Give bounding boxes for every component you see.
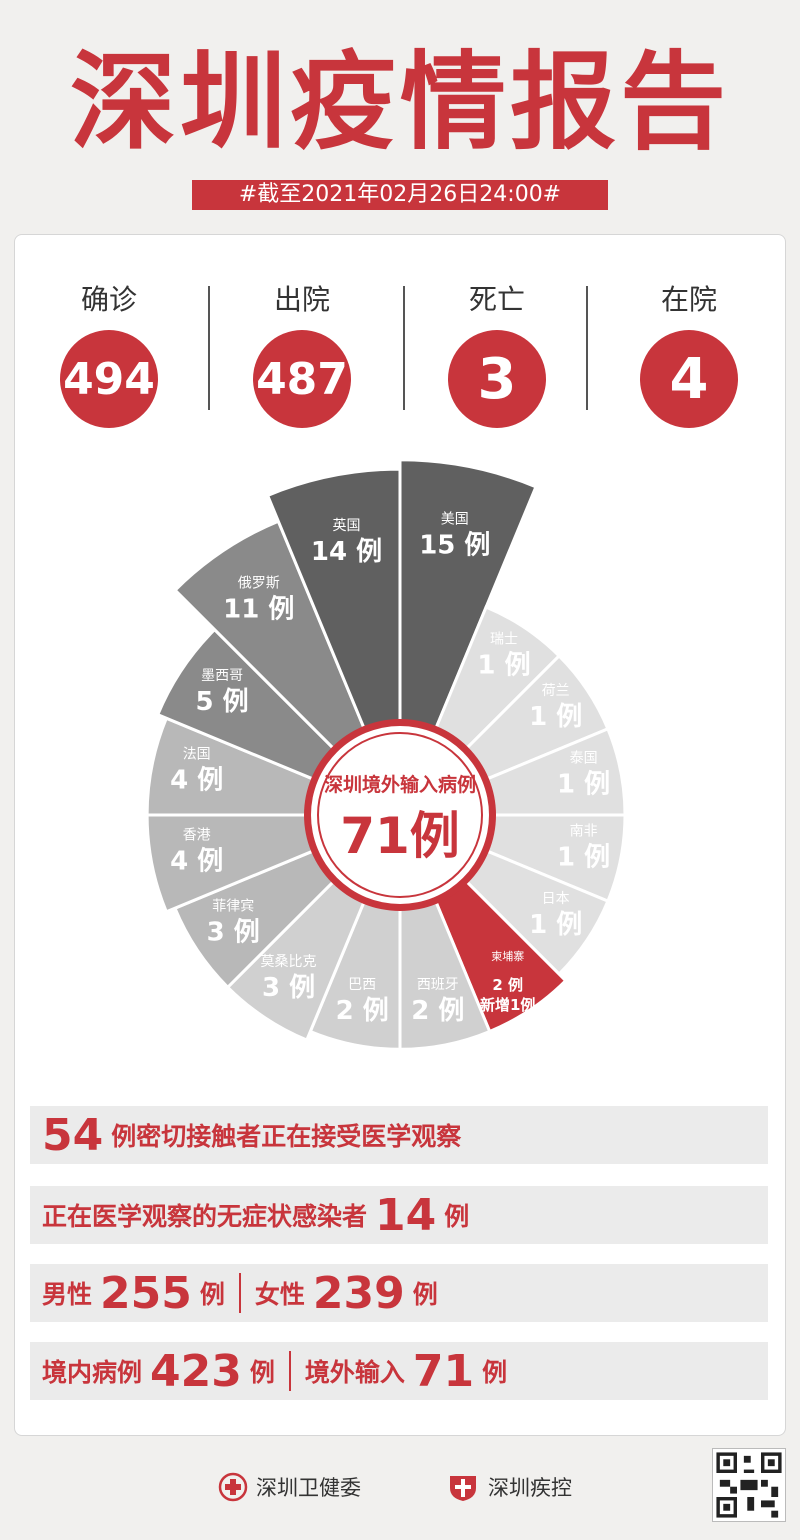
asymptomatic-text: 正在医学观察的无症状感染者: [42, 1202, 368, 1231]
import-unit: 例: [482, 1358, 508, 1387]
stat-divider: [208, 286, 210, 410]
slice-value: 4 例: [170, 766, 223, 796]
stat-value: 494: [60, 330, 158, 428]
stat-divider: [586, 286, 588, 410]
slice-value: 1 例: [477, 650, 530, 680]
qr-code-icon: [712, 1448, 786, 1522]
center-label: 深圳境外输入病例: [324, 773, 476, 796]
contacts-text: 例密切接触者正在接受医学观察: [111, 1122, 462, 1151]
slice-label: 泰国: [570, 750, 598, 766]
stat-divider: [403, 286, 405, 410]
stat-value: 487: [253, 330, 351, 428]
slice-value: 1 例: [557, 769, 610, 799]
local-count: 423: [150, 1345, 242, 1397]
slice-value: 1 例: [529, 910, 582, 940]
stat-label: 出院: [273, 283, 330, 316]
slice-value: 2 例: [492, 976, 523, 994]
slice-label: 墨西哥: [201, 668, 243, 684]
import-label: 境外输入: [304, 1358, 405, 1387]
stat-label: 确诊: [80, 283, 137, 316]
slice-label: 俄罗斯: [238, 576, 280, 592]
slice-label: 柬埔寨: [491, 949, 524, 963]
org2-label: 深圳疾控: [488, 1476, 572, 1500]
org1-label: 深圳卫健委: [256, 1476, 361, 1500]
slice-label: 日本: [542, 891, 570, 907]
stat-label: 在院: [660, 283, 717, 316]
center-inner-ring: [317, 732, 483, 898]
center-disc: [311, 726, 489, 904]
slice-label: 法国: [183, 747, 211, 763]
male-count: 255: [100, 1267, 192, 1319]
center-value: 71例: [340, 807, 460, 865]
row-close-contacts: 54 例密切接触者正在接受医学观察: [30, 1106, 768, 1164]
contacts-count: 54: [42, 1109, 104, 1161]
slice-value: 11 例: [223, 595, 294, 625]
local-unit: 例: [249, 1358, 275, 1387]
slice-label: 瑞士: [490, 631, 518, 647]
row-gender: 男性 255 例 女性 239 例: [30, 1264, 768, 1322]
import-count: 71: [412, 1345, 475, 1397]
cdc-logo-icon: [450, 1476, 476, 1501]
female-unit: 例: [412, 1280, 438, 1309]
row-asymptomatic: 正在医学观察的无症状感染者 14 例: [30, 1186, 768, 1244]
slice-label: 荷兰: [542, 683, 570, 699]
slice-label: 巴西: [348, 977, 376, 993]
female-label: 女性: [254, 1280, 305, 1309]
slice-value: 1 例: [529, 702, 582, 732]
stat-hospitalized: 在院 4: [594, 282, 784, 428]
local-label: 境内病例: [42, 1358, 143, 1387]
slice-label: 英国: [332, 517, 360, 534]
org-cdc: 深圳疾控: [446, 1472, 572, 1502]
male-label: 男性: [42, 1280, 93, 1309]
slice-value: 4 例: [170, 846, 223, 876]
slice-value: 2 例: [411, 996, 464, 1026]
as-of-banner: #截至2021年02月26日24:00#: [192, 180, 608, 210]
asymptomatic-unit: 例: [444, 1202, 470, 1231]
slice-label: 西班牙: [417, 977, 459, 993]
female-count: 239: [312, 1267, 405, 1319]
slice-value: 2 例: [336, 996, 389, 1026]
stat-deaths: 死亡 3: [402, 282, 592, 428]
slice-label: 莫桑比克: [261, 954, 317, 970]
slice-value: 3 例: [207, 917, 260, 947]
stat-confirmed: 确诊 494: [14, 282, 204, 428]
stat-value: 3: [448, 330, 546, 428]
slice-label: 菲律宾: [212, 898, 254, 914]
stat-label: 死亡: [468, 283, 525, 316]
stat-discharged: 出院 487: [207, 282, 397, 428]
slice-value: 3 例: [262, 973, 315, 1003]
slice-label: 香港: [183, 827, 211, 843]
slice-value: 15 例: [419, 530, 490, 560]
slice-label: 美国: [441, 511, 469, 527]
asymptomatic-count: 14: [375, 1189, 437, 1241]
footer: 深圳卫健委 深圳疾控: [0, 1472, 800, 1512]
health-commission-logo-icon: [218, 1472, 248, 1502]
row-divider: [288, 1351, 291, 1391]
page-title: 深圳疫情报告: [70, 41, 730, 164]
slice-value: 14 例: [311, 537, 382, 567]
slice-note: 新增1例: [480, 996, 535, 1014]
row-case-origin: 境内病例 423 例 境外输入 71 例: [30, 1342, 768, 1400]
male-unit: 例: [199, 1280, 225, 1309]
org-health-commission: 深圳卫健委: [218, 1472, 361, 1502]
slice-value: 5 例: [196, 687, 249, 717]
row-divider: [238, 1273, 241, 1313]
stat-value: 4: [640, 330, 738, 428]
slice-value: 1 例: [557, 843, 610, 873]
slice-label: 南非: [570, 824, 598, 840]
